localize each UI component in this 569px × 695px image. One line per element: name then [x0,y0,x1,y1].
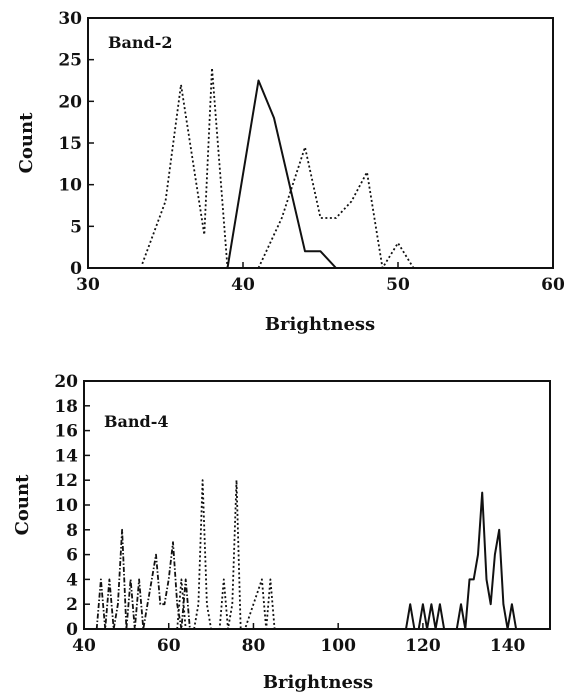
x-tick-label: 120 [405,636,441,656]
y-tick-label: 16 [54,422,78,442]
y-tick-label: 0 [70,259,82,279]
x-tick-label: 60 [541,275,565,295]
y-axis-label: Count [12,474,33,536]
series-line-1 [95,528,191,630]
y-tick-label: 2 [66,595,78,615]
x-tick-label: 40 [72,636,96,656]
y-tick-label: 15 [58,134,82,154]
y-tick-label: 10 [54,496,78,516]
x-axis-label: Brightness [265,314,375,335]
x-tick-label: 40 [231,275,255,295]
y-tick-label: 10 [58,176,82,196]
y-tick-label: 6 [66,546,78,566]
y-tick-label: 4 [66,570,78,590]
x-tick-label: 60 [157,636,181,656]
y-tick-label: 8 [66,521,78,541]
band-annotation: Band-4 [104,412,168,431]
x-tick-label: 100 [320,636,356,656]
y-tick-label: 12 [54,471,78,491]
y-tick-label: 0 [66,620,78,640]
y-tick-label: 25 [58,51,82,71]
chart-panel-1: 0 5 10 15 20 25 30 30 40 50 60 Band-2 Brightness Coun… [16,9,565,335]
x-tick-label: 80 [242,636,266,656]
y-tick-label: 30 [58,9,82,29]
y-tick-label: 20 [58,92,82,112]
x-axis-label: Brightness [263,672,373,693]
y-tick-label: 18 [54,397,78,417]
x-tick-label: 50 [386,275,410,295]
chart-panel-2: 0 2 4 6 8 10 12 14 16 18 20 40 60 80 100 120 140 Band-4 Br… [12,372,551,693]
y-tick-label: 20 [54,372,78,392]
band-annotation: Band-2 [108,33,172,52]
series-line-1 [141,67,229,269]
x-tick-label: 30 [76,275,100,295]
x-tick-label: 140 [490,636,526,656]
plot-frame [87,17,554,269]
y-tick-label: 14 [54,446,78,466]
y-axis-label: Count [16,112,37,174]
series-line-3 [405,491,518,630]
series-line-2 [176,479,276,630]
series-line-3 [257,146,415,269]
series-line-2 [226,79,337,269]
y-tick-label: 5 [70,217,82,237]
